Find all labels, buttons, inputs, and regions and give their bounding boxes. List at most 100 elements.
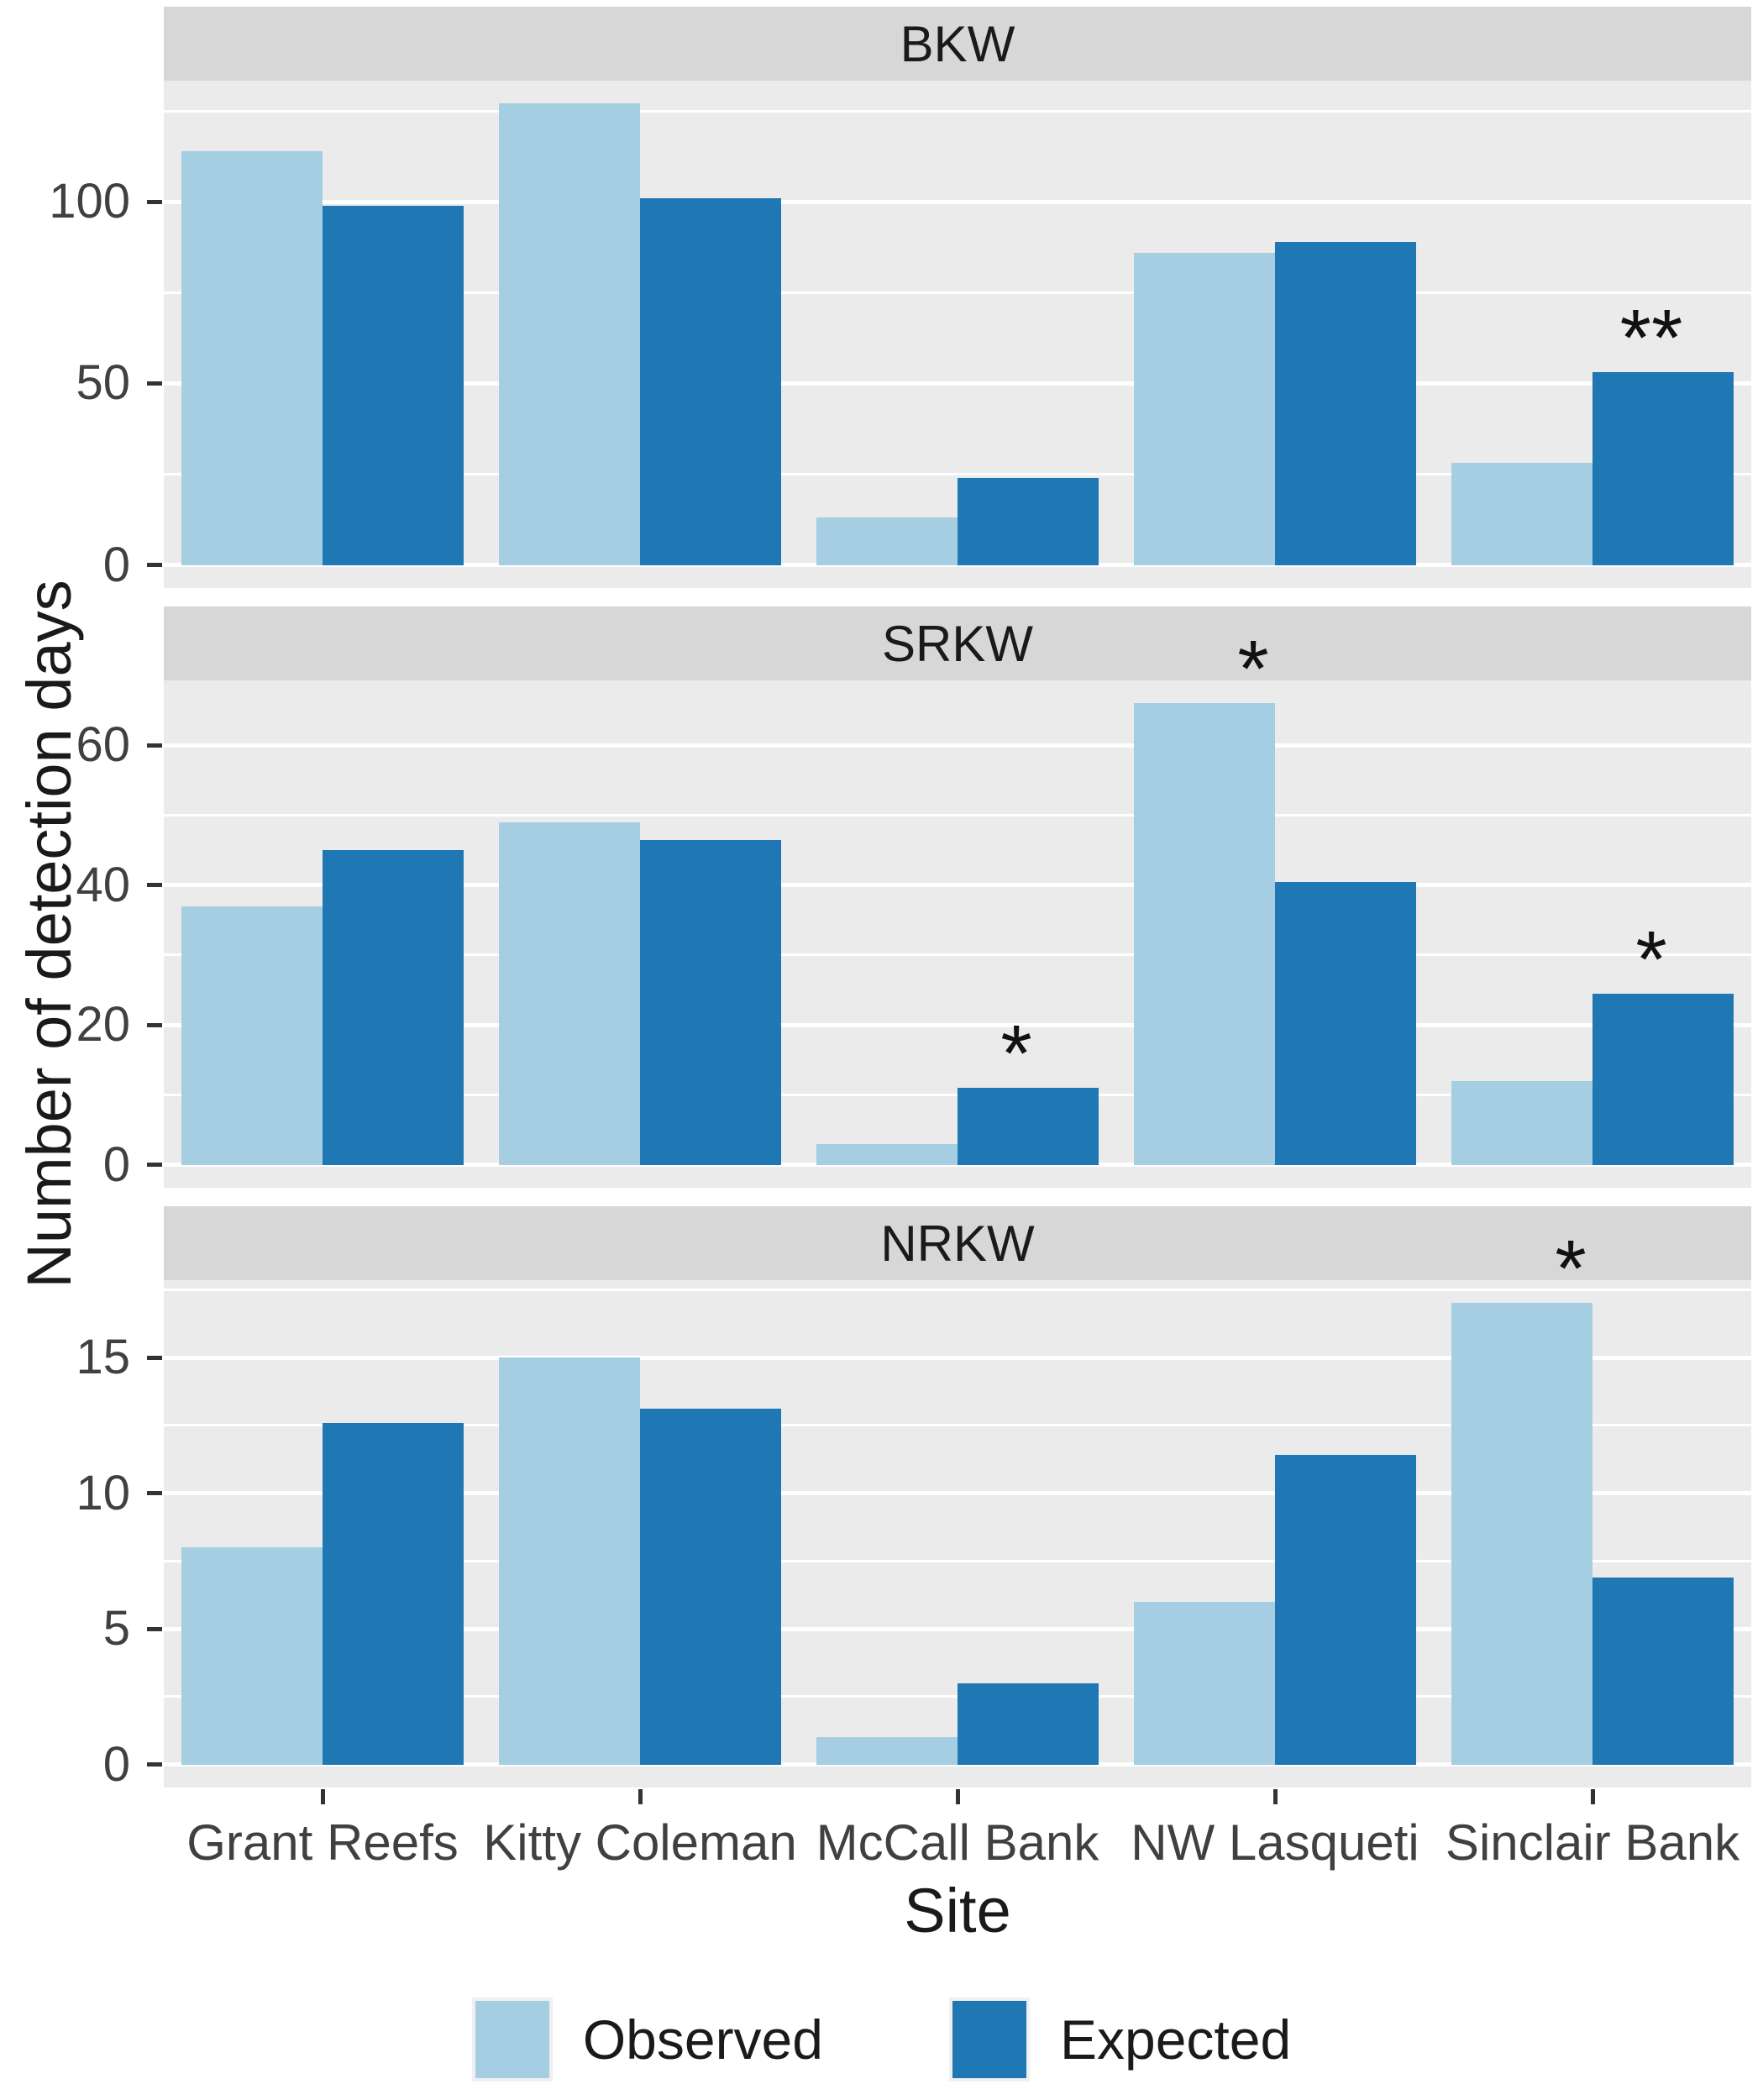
bar-observed-grant-reefs-nrkw — [181, 1547, 323, 1765]
gridline-minor — [164, 1288, 1751, 1291]
facet-strip-label: NRKW — [880, 1215, 1035, 1272]
y-axis-tick-mark — [147, 1491, 162, 1496]
y-axis-tick-mark — [147, 1355, 162, 1360]
bar-observed-kitty-coleman-srkw — [499, 822, 640, 1165]
bar-observed-grant-reefs-srkw — [181, 906, 323, 1165]
y-axis-tick-mark — [147, 1022, 162, 1027]
gridline-minor — [164, 472, 1751, 475]
gridline-major — [164, 1626, 1751, 1631]
y-axis-tick-mark — [147, 199, 162, 204]
gridline-minor — [164, 1424, 1751, 1427]
bar-observed-grant-reefs-bkw — [181, 150, 323, 565]
bar-expected-grant-reefs-bkw — [323, 205, 464, 565]
significance-annotation-sinclair-bank-srkw: * — [1635, 914, 1667, 1005]
gridline-major — [164, 563, 1751, 568]
gridline-major — [164, 381, 1751, 386]
y-axis-tick-label: 0 — [102, 537, 130, 592]
x-axis-tick-mark — [1272, 1789, 1278, 1804]
bar-observed-mccall-bank-nrkw — [816, 1737, 958, 1765]
legend-item-observed: Observed — [471, 1998, 823, 2082]
gridline-minor — [164, 953, 1751, 957]
legend-label: Observed — [582, 2008, 823, 2071]
bar-expected-kitty-coleman-nrkw — [640, 1409, 781, 1765]
y-axis-tick-label: 10 — [76, 1465, 130, 1520]
bar-expected-grant-reefs-srkw — [323, 850, 464, 1165]
significance-annotation-nw-lasqueti-srkw: * — [1237, 624, 1269, 715]
x-axis-tick-mark — [638, 1789, 643, 1804]
legend-key-expected — [948, 1998, 1030, 2082]
y-axis-tick-mark — [147, 1762, 162, 1767]
x-axis-tick-label-nw-lasqueti: NW Lasqueti — [1131, 1814, 1419, 1871]
legend-swatch-expected-icon — [952, 2001, 1026, 2078]
legend: Observed Expected — [0, 1998, 1763, 2082]
gridline-major — [164, 1022, 1751, 1027]
bar-observed-nw-lasqueti-nrkw — [1134, 1601, 1275, 1765]
y-axis-tick-label: 100 — [49, 174, 130, 229]
x-axis-title: Site — [904, 1876, 1011, 1945]
bar-observed-nw-lasqueti-srkw — [1134, 703, 1275, 1165]
gridline-minor — [164, 814, 1751, 817]
x-axis-tick-label-sinclair-bank: Sinclair Bank — [1445, 1814, 1740, 1871]
legend-item-expected: Expected — [948, 1998, 1292, 2082]
bar-expected-mccall-bank-bkw — [958, 477, 1099, 565]
gridline-major — [164, 1163, 1751, 1168]
gridline-major — [164, 199, 1751, 204]
y-axis-tick-mark — [147, 1163, 162, 1168]
gridline-major — [164, 1762, 1751, 1767]
y-axis-tick-label: 15 — [76, 1330, 130, 1385]
y-axis-tick-label: 0 — [102, 1736, 130, 1792]
legend-swatch-observed-icon — [475, 2001, 549, 2078]
bar-expected-sinclair-bank-nrkw — [1592, 1577, 1734, 1765]
y-axis-tick-label: 50 — [76, 355, 130, 411]
bar-expected-grant-reefs-nrkw — [323, 1422, 464, 1765]
y-axis-tick-mark — [147, 743, 162, 748]
significance-annotation-sinclair-bank-nrkw: * — [1555, 1224, 1587, 1315]
facet-strip-bkw: BKW — [164, 7, 1751, 81]
gridline-major — [164, 1491, 1751, 1496]
bar-observed-mccall-bank-bkw — [816, 517, 958, 565]
y-axis-tick-label: 40 — [76, 857, 130, 912]
y-axis-tick-label: 20 — [76, 997, 130, 1053]
gridline-major — [164, 743, 1751, 748]
bar-expected-kitty-coleman-srkw — [640, 839, 781, 1165]
bar-expected-sinclair-bank-bkw — [1592, 372, 1734, 565]
significance-annotation-mccall-bank-srkw: * — [1000, 1009, 1032, 1100]
bar-observed-nw-lasqueti-bkw — [1134, 252, 1275, 565]
bar-expected-mccall-bank-nrkw — [958, 1683, 1099, 1765]
bar-expected-sinclair-bank-srkw — [1592, 993, 1734, 1165]
y-axis-tick-label: 5 — [102, 1601, 130, 1656]
y-axis-title: Number of detection days — [14, 580, 84, 1289]
y-axis-tick-mark — [147, 381, 162, 386]
bar-observed-mccall-bank-srkw — [816, 1143, 958, 1165]
legend-label: Expected — [1059, 2008, 1292, 2071]
bar-expected-kitty-coleman-bkw — [640, 197, 781, 565]
y-axis-tick-mark — [147, 1626, 162, 1631]
gridline-minor — [164, 291, 1751, 294]
bar-observed-sinclair-bank-srkw — [1451, 1080, 1592, 1165]
gridline-minor — [164, 1559, 1751, 1562]
gridline-major — [164, 883, 1751, 888]
x-axis-tick-label-kitty-coleman: Kitty Coleman — [483, 1814, 797, 1871]
y-axis-tick-mark — [147, 563, 162, 568]
bar-expected-mccall-bank-srkw — [958, 1088, 1099, 1165]
bar-expected-nw-lasqueti-srkw — [1275, 881, 1416, 1165]
gridline-minor — [164, 109, 1751, 113]
x-axis-tick-mark — [320, 1789, 325, 1804]
y-axis-tick-mark — [147, 883, 162, 888]
significance-annotation-sinclair-bank-bkw: ** — [1619, 293, 1683, 384]
bar-observed-sinclair-bank-bkw — [1451, 463, 1592, 565]
x-axis-tick-mark — [1590, 1789, 1595, 1804]
facet-strip-label: BKW — [900, 15, 1015, 72]
x-axis-tick-mark — [955, 1789, 960, 1804]
bar-observed-kitty-coleman-bkw — [499, 103, 640, 565]
y-axis-tick-label: 0 — [102, 1137, 130, 1192]
gridline-major — [164, 1355, 1751, 1360]
bar-observed-kitty-coleman-nrkw — [499, 1357, 640, 1765]
y-axis-tick-label: 60 — [76, 717, 130, 773]
facet-strip-srkw: SRKW — [164, 606, 1751, 680]
bar-expected-nw-lasqueti-nrkw — [1275, 1455, 1416, 1765]
bar-expected-nw-lasqueti-bkw — [1275, 241, 1416, 565]
x-axis-tick-label-grant-reefs: Grant Reefs — [186, 1814, 459, 1871]
bar-observed-sinclair-bank-nrkw — [1451, 1303, 1592, 1765]
